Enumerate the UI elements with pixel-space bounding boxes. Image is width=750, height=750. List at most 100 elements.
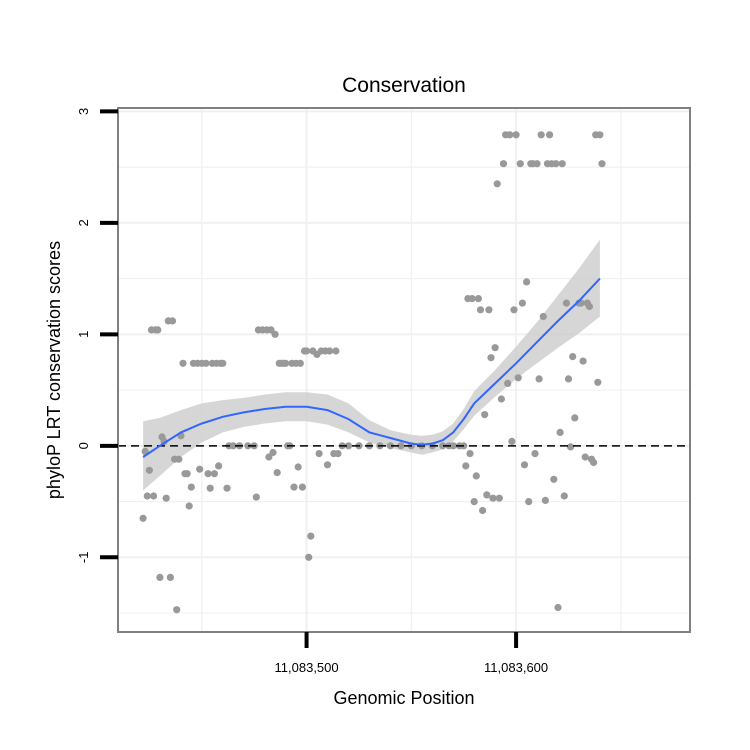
data-point [598,160,606,168]
data-point [571,414,579,422]
chart-title: Conservation [342,74,466,97]
data-point [537,131,545,139]
data-point [564,375,573,383]
smooth-line-layer [142,277,601,458]
data-point [397,442,405,450]
data-point [179,359,187,367]
data-point [541,496,550,504]
data-point [476,306,485,314]
data-point [173,606,181,614]
data-point [506,131,514,139]
data-point [307,532,315,540]
data-point [523,278,531,286]
data-point [269,448,277,457]
data-point [560,492,568,500]
data-point [514,374,522,382]
data-point [581,453,589,461]
data-point [229,442,237,450]
data-point [483,491,491,499]
data-point [558,160,566,168]
confidence-band [143,239,600,491]
data-point [474,295,482,303]
data-point [449,442,457,450]
data-point [154,326,162,334]
data-point [210,470,218,478]
y-tick-label: -1 [76,552,91,564]
grid-lines [118,108,690,632]
data-point [202,359,210,367]
data-point [493,180,501,188]
data-point [468,295,476,303]
data-point [594,378,602,386]
y-tick-label: 2 [76,219,91,226]
data-point [552,160,560,168]
data-point [271,330,279,338]
data-point [206,484,214,492]
panel-border [117,107,691,633]
data-point [585,302,594,311]
data-point [273,469,281,477]
data-point [472,472,480,480]
data-point [303,347,311,355]
data-point [139,514,147,522]
y-tick-label: 0 [76,442,91,449]
data-point [497,395,505,403]
data-point [489,494,497,502]
data-point [531,450,539,458]
data-point [504,379,512,387]
data-point [196,465,204,473]
confidence-band-layer [143,239,600,491]
data-point [252,493,260,501]
data-point [510,306,518,314]
x-axis-label: Genomic Position [333,688,474,708]
data-point [162,494,170,502]
data-point [187,483,195,491]
data-point [495,494,503,502]
data-point [223,484,231,492]
smooth-line [142,277,601,458]
data-point [520,461,529,469]
data-point [156,573,164,582]
data-point [479,506,487,515]
data-point [533,160,541,168]
data-point [183,470,191,478]
data-point [215,462,223,470]
data-point [539,312,547,321]
data-point [491,344,499,352]
data-point [244,442,252,450]
data-point [556,428,564,436]
data-point [185,502,193,510]
data-point [567,443,575,451]
x-tick-label: 11,083,500 [275,660,339,675]
y-axis-ticks: -1 0 1 2 3 [76,108,118,563]
data-point [554,603,562,612]
points-layer [139,131,606,614]
data-point [326,347,334,355]
data-point [150,492,158,500]
data-point [462,462,470,470]
data-point [470,498,478,506]
data-point [487,354,495,362]
data-point [294,463,302,471]
data-point [535,375,543,383]
data-point [590,458,598,467]
x-axis-ticks: 11,083,500 11,083,600 [275,632,548,675]
data-point [282,359,290,367]
data-point [175,455,183,463]
data-point [516,160,524,168]
data-point [525,498,533,506]
data-point [569,353,577,361]
data-point [143,492,151,500]
data-point [508,437,516,445]
data-point [344,442,353,450]
data-point [550,475,558,483]
y-tick-label: 3 [76,108,91,115]
data-point [315,450,323,458]
data-point [219,359,227,367]
data-point [546,131,554,139]
data-point [466,450,474,458]
data-point [334,450,342,458]
data-point [512,131,520,139]
data-point [499,160,508,168]
